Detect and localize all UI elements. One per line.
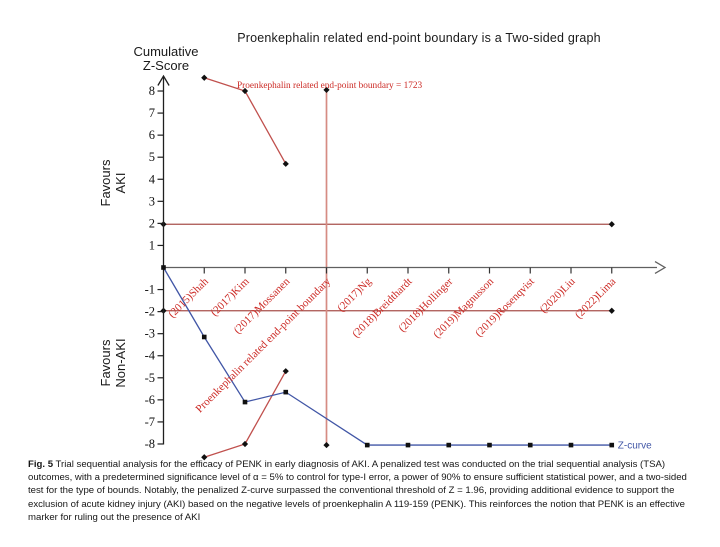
y-tick-label: 8 — [149, 84, 155, 98]
y-tick-label: -6 — [145, 393, 155, 407]
study-label: (2017)Ng — [335, 275, 374, 314]
y-axis-label-line2: Z-Score — [142, 58, 190, 73]
z-curve-marker — [446, 442, 452, 448]
upper-monitoring-boundary-marker — [201, 74, 208, 81]
threshold-end-marker — [608, 307, 615, 314]
y-tick-label: 6 — [149, 128, 155, 142]
x-axis-arrow — [654, 261, 667, 274]
boundary-annotation: Proenkephalin related end-point boundary… — [237, 81, 423, 91]
z-curve-label: Z-curve — [618, 441, 652, 452]
z-curve-marker — [405, 442, 411, 448]
z-curve-marker — [283, 389, 289, 395]
y-tick-label: -4 — [145, 349, 156, 363]
z-curve-marker — [527, 442, 533, 448]
z-curve-marker — [364, 442, 370, 448]
z-curve-marker — [487, 442, 492, 448]
y-tick-label: 2 — [149, 216, 155, 230]
y-tick-label: -5 — [145, 371, 155, 385]
information-size-bottom-marker — [323, 441, 330, 449]
y-tick-label: -1 — [145, 283, 155, 297]
y-tick-label: 1 — [149, 238, 155, 252]
information-size-top-marker — [323, 86, 330, 94]
figure-caption-text: Trial sequential analysis for the effica… — [28, 459, 687, 523]
y-axis-label-line1: Cumulative — [133, 44, 199, 59]
z-curve-marker — [201, 334, 207, 340]
y-axis-label: Cumulative Z-Score — [116, 45, 216, 73]
figure-caption: Fig. 5 Trial sequential analysis for the… — [28, 458, 704, 524]
study-label: (2017)Kim — [209, 275, 252, 318]
y-tick-label: -7 — [145, 415, 155, 429]
study-label: (2022)Lima — [573, 276, 619, 322]
upper-monitoring-boundary-marker — [241, 87, 249, 95]
study-label: (2015)Shah — [166, 275, 211, 320]
upper-monitoring-boundary-marker — [282, 160, 289, 167]
chart-title: Proenkephalin related end-point boundary… — [237, 31, 601, 45]
lower-monitoring-boundary-marker — [241, 440, 249, 448]
y-tick-label: -8 — [145, 437, 155, 451]
y-tick-label: 4 — [149, 172, 156, 186]
y-tick-label: -3 — [145, 327, 155, 341]
figure-caption-label: Fig. 5 — [28, 459, 54, 470]
y-tick-label: 3 — [149, 194, 155, 208]
y-tick-label: -2 — [145, 305, 155, 319]
study-label: (2020)Liu — [538, 275, 578, 315]
threshold-end-marker — [608, 221, 615, 228]
z-curve-marker — [242, 399, 248, 405]
y-tick-label: 5 — [149, 150, 155, 164]
z-curve-marker — [161, 265, 166, 270]
z-curve-marker — [568, 442, 574, 448]
lower-monitoring-boundary-marker — [282, 368, 289, 375]
z-curve-marker — [609, 442, 615, 448]
y-tick-label: 7 — [149, 106, 155, 120]
lower-monitoring-boundary-marker — [201, 454, 208, 461]
y-axis-arrow — [157, 74, 170, 86]
